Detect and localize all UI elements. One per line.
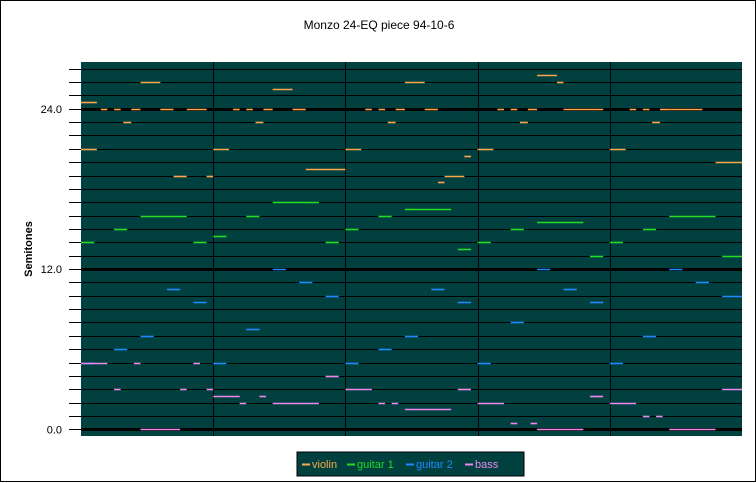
y-axis: 0.0 12.0 24.0 (41, 69, 81, 436)
series-guitar-2 (81, 268, 742, 365)
legend-label-guitar-2: guitar 2 (416, 459, 453, 471)
y-axis-label: Semitones (23, 221, 35, 277)
legend: violin guitar 1 guitar 2 bass (296, 451, 525, 477)
legend-label-violin: violin (312, 459, 337, 471)
plot-background (81, 62, 742, 436)
series-violin (81, 74, 742, 184)
series-guitar-1 (81, 201, 742, 258)
legend-label-bass: bass (475, 459, 499, 471)
grid (81, 62, 742, 436)
note-marks (81, 74, 742, 431)
y-tick-label: 24.0 (41, 104, 62, 116)
plot-area (81, 62, 742, 436)
chart-title: Monzo 24-EQ piece 94-10-6 (304, 18, 455, 32)
y-tick-label: 0.0 (47, 424, 62, 436)
y-tick-label: 12.0 (41, 264, 62, 276)
series-bass (81, 362, 742, 431)
legend-label-guitar-1: guitar 1 (357, 459, 394, 471)
